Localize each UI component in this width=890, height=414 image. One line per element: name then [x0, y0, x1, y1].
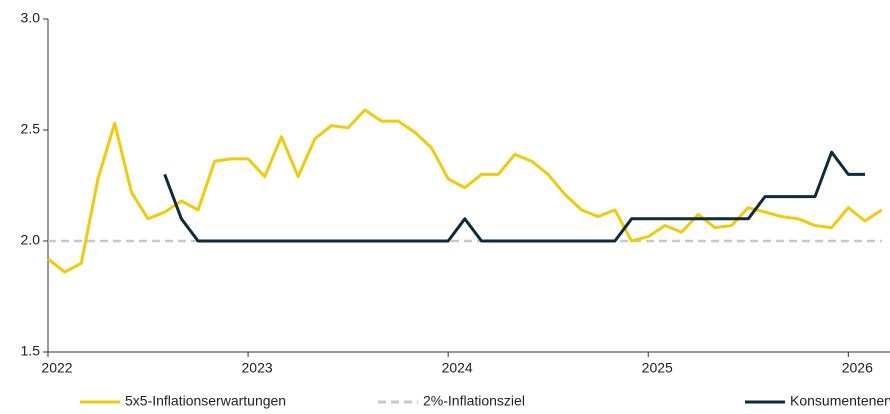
legend-label: 2%-Inflationsziel [423, 393, 525, 409]
series-line [163, 150, 865, 243]
legend-label: Konsumentenerwartungen [790, 393, 890, 409]
legend-label: 5x5-Inflationserwartungen [125, 393, 286, 409]
series-line [47, 108, 883, 274]
x-tick-label: 2022 [41, 360, 72, 376]
y-tick-label: 2.0 [21, 232, 41, 248]
x-tick-label: 2025 [642, 360, 673, 376]
y-tick-label: 2.5 [21, 121, 41, 137]
y-tick-label: 3.0 [21, 10, 41, 26]
x-tick-label: 2024 [442, 360, 473, 376]
x-tick-label: 2026 [842, 360, 873, 376]
x-tick-label: 2023 [242, 360, 273, 376]
y-tick-label: 1.5 [21, 343, 41, 359]
